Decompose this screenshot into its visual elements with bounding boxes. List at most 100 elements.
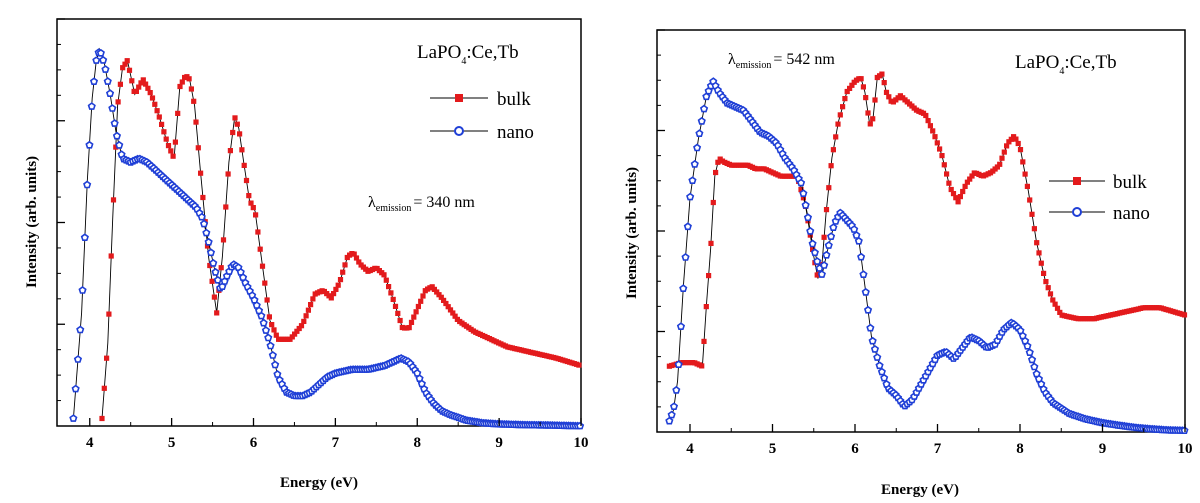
- data-point: [259, 263, 266, 269]
- data-point: [798, 187, 804, 193]
- data-point: [85, 140, 94, 149]
- data-point: [211, 294, 217, 300]
- data-point: [872, 97, 878, 103]
- data-point: [1047, 291, 1054, 297]
- data-point: [209, 278, 215, 284]
- excitation-label: λemission = 340 nm: [368, 194, 475, 214]
- data-point: [188, 86, 194, 92]
- data-point: [702, 92, 711, 101]
- data-point: [271, 360, 280, 369]
- x-tick-label: 7: [332, 435, 340, 451]
- data-point: [386, 284, 392, 290]
- data-point: [867, 121, 873, 127]
- data-point: [844, 88, 850, 95]
- data-point: [411, 314, 417, 320]
- data-point: [669, 402, 679, 411]
- data-point: [110, 119, 119, 127]
- compound-rest: :Ce,Tb: [466, 42, 518, 63]
- data-point: [264, 297, 270, 303]
- data-point: [857, 252, 866, 261]
- data-point: [232, 115, 238, 121]
- data-point: [105, 89, 115, 97]
- lambda-sub: emission: [376, 203, 412, 214]
- data-point: [335, 282, 341, 288]
- data-point: [108, 104, 117, 112]
- data-point: [328, 295, 334, 301]
- data-point: [234, 121, 240, 127]
- data-point: [690, 159, 699, 168]
- data-point: [1029, 211, 1035, 217]
- data-point: [821, 234, 827, 240]
- data-point: [953, 195, 959, 201]
- data-point: [140, 77, 146, 83]
- lambda-symbol: λ: [728, 51, 736, 68]
- lambda-symbol: λ: [368, 194, 376, 211]
- data-point: [861, 287, 870, 296]
- data-point: [830, 147, 836, 153]
- data-point: [822, 250, 831, 259]
- data-point: [925, 118, 931, 124]
- data-point: [443, 300, 449, 307]
- data-point: [113, 144, 119, 150]
- data-point: [679, 284, 688, 293]
- data-point: [1023, 341, 1032, 350]
- data-point: [168, 148, 174, 154]
- data-point: [674, 360, 683, 369]
- data-point: [96, 48, 105, 57]
- data-point: [220, 237, 227, 243]
- x-tick-label: 5: [168, 435, 176, 451]
- data-point: [820, 261, 829, 269]
- data-point: [115, 99, 121, 105]
- data-point: [397, 317, 403, 324]
- data-point: [115, 140, 124, 149]
- data-point: [262, 280, 268, 286]
- data-point: [863, 95, 869, 101]
- data-point: [927, 123, 933, 129]
- data-point: [218, 265, 224, 271]
- data-point: [1025, 348, 1034, 357]
- x-axis-title: Energy (eV): [280, 475, 358, 491]
- data-point: [695, 129, 704, 137]
- data-point: [248, 200, 254, 206]
- data-point: [266, 314, 272, 320]
- data-point: [1181, 312, 1188, 318]
- legend-bulk-label: bulk: [1113, 172, 1147, 193]
- data-point: [829, 223, 838, 231]
- data-point: [204, 237, 213, 246]
- data-point: [1015, 140, 1021, 147]
- data-point: [1031, 226, 1037, 232]
- data-point: [1036, 250, 1042, 256]
- data-point: [99, 415, 105, 422]
- data-point: [103, 77, 112, 85]
- data-point: [969, 173, 975, 179]
- data-point: [863, 305, 873, 314]
- data-point: [227, 148, 233, 154]
- data-point: [159, 121, 165, 127]
- data-point: [292, 331, 298, 337]
- data-point: [1054, 305, 1061, 311]
- data-point: [73, 355, 83, 363]
- data-point: [962, 183, 968, 189]
- x-tick-label: 4: [86, 435, 94, 451]
- x-tick-label: 9: [1099, 441, 1107, 457]
- data-point: [255, 229, 261, 235]
- data-point: [305, 307, 311, 313]
- x-tick-label: 5: [769, 441, 777, 457]
- data-point: [124, 58, 130, 64]
- data-point: [1050, 297, 1056, 303]
- data-point: [353, 255, 360, 261]
- data-point: [865, 110, 871, 116]
- data-point: [686, 192, 695, 201]
- data-point: [415, 303, 421, 310]
- data-point: [170, 153, 176, 159]
- data-point: [133, 88, 139, 94]
- data-point: [1004, 143, 1010, 149]
- data-point: [946, 180, 952, 186]
- data-point: [298, 323, 305, 329]
- data-point: [129, 78, 135, 84]
- data-point: [78, 286, 87, 294]
- data-point: [230, 129, 236, 136]
- data-point: [835, 121, 841, 127]
- data-point: [1022, 171, 1028, 177]
- data-point: [253, 212, 259, 218]
